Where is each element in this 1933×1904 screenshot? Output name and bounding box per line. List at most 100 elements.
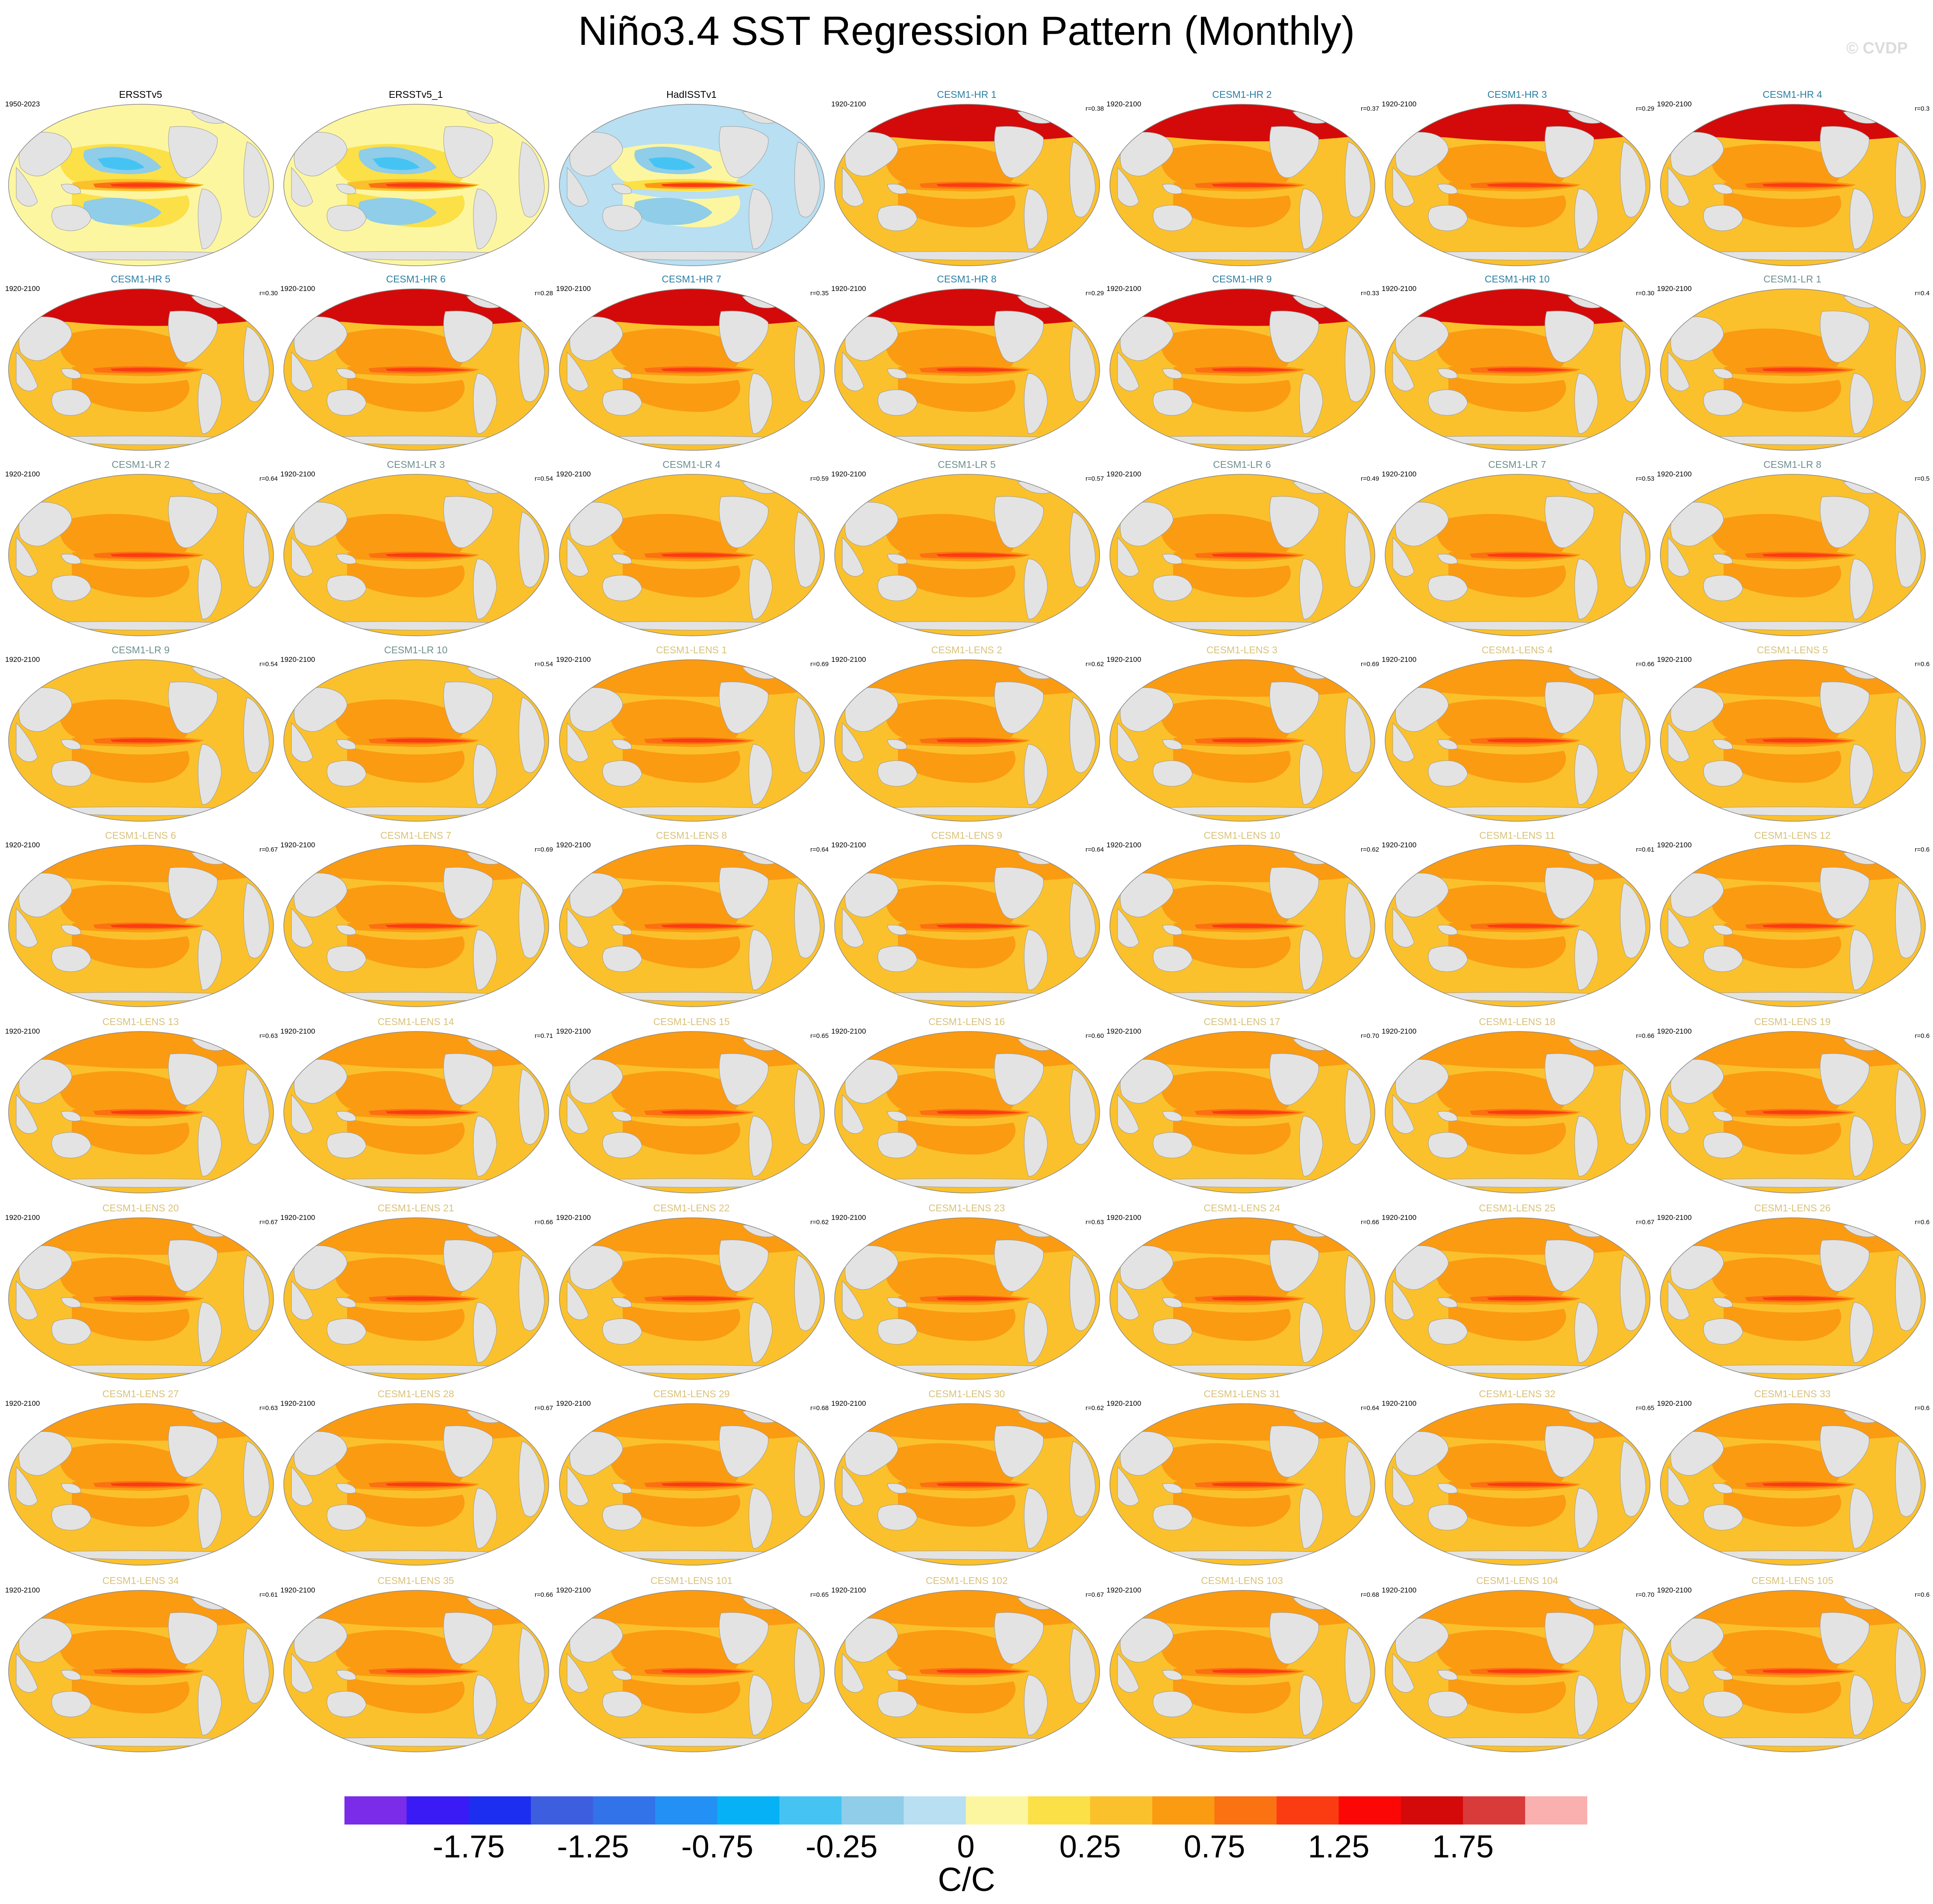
- panel-pattern-correlation: r=0.66: [1361, 1219, 1379, 1226]
- map-panel: CESM1-LENS 24 1920-2100 r=0.66: [1105, 1202, 1379, 1382]
- colorbar-swatch: [1152, 1796, 1215, 1825]
- nino34-core: [110, 924, 196, 928]
- land-mass: [308, 1737, 527, 1747]
- nino34-core: [110, 553, 196, 557]
- map-outline: [1109, 1031, 1375, 1193]
- land-mass: [336, 1297, 356, 1308]
- map-outline: [559, 1217, 825, 1380]
- panel-title: CESM1-HR 9: [1212, 273, 1272, 285]
- map-outline: [1109, 845, 1375, 1007]
- map-panel: CESM1-HR 9 1920-2100 r=0.33: [1105, 273, 1379, 453]
- panel-period: 1920-2100: [1382, 1586, 1417, 1594]
- panel-pattern-correlation: r=0.70: [1636, 1591, 1654, 1598]
- land-mass: [308, 1178, 527, 1188]
- north-pacific-field: [1711, 144, 1842, 192]
- regression-map: [8, 1403, 274, 1566]
- nino34-core: [385, 367, 471, 372]
- land-mass: [308, 251, 527, 261]
- map-outline: [283, 845, 549, 1007]
- map-outline: [8, 1217, 274, 1380]
- north-pacific-field: [59, 1443, 191, 1491]
- map-panel: CESM1-LR 3 1920-2100 r=0.54: [279, 459, 553, 638]
- nino34-core: [661, 553, 747, 557]
- land-mass: [243, 141, 270, 217]
- north-pacific-field: [886, 328, 1017, 376]
- land-mass: [602, 1504, 642, 1531]
- panel-period: 1920-2100: [1657, 470, 1692, 478]
- land-mass: [1670, 316, 1724, 361]
- map-panel: CESM1-LR 5 1920-2100 r=0.57: [830, 459, 1104, 638]
- south-pacific-field: [1724, 1118, 1842, 1155]
- land-mass: [859, 251, 1078, 261]
- map-outline: [1660, 1590, 1926, 1752]
- north-pacific-field: [1436, 328, 1567, 376]
- north-pacific-field: [59, 699, 191, 747]
- land-mass: [612, 925, 632, 935]
- land-mass: [336, 1483, 356, 1494]
- land-mass: [33, 1737, 252, 1747]
- land-mass: [1574, 373, 1598, 434]
- land-mass: [567, 722, 589, 762]
- land-mass: [1620, 141, 1646, 217]
- nino34-core: [1212, 924, 1297, 928]
- land-mass: [584, 806, 803, 816]
- land-mass: [877, 760, 918, 787]
- regression-map: [834, 1217, 1100, 1380]
- land-mass: [308, 1364, 527, 1374]
- land-mass: [1345, 511, 1371, 588]
- nino34-core: [385, 1669, 471, 1673]
- map-outline: [559, 104, 825, 266]
- panel-title: CESM1-LENS 102: [926, 1575, 1008, 1586]
- land-mass: [198, 929, 222, 990]
- land-mass: [1409, 1364, 1628, 1374]
- land-mass: [18, 1431, 72, 1476]
- north-pacific-field: [886, 1630, 1017, 1678]
- land-mass: [33, 1364, 252, 1374]
- land-mass: [1345, 1628, 1371, 1704]
- land-mass: [1850, 558, 1874, 620]
- map-panel: CESM1-LENS 12 1920-2100 r=0.6: [1655, 830, 1930, 1009]
- map-outline: [559, 288, 825, 451]
- land-mass: [602, 760, 642, 787]
- land-mass: [1153, 1691, 1193, 1717]
- land-mass: [1685, 992, 1904, 1002]
- south-pacific-field: [72, 1490, 190, 1527]
- colorbar-swatch: [1028, 1796, 1091, 1825]
- land-mass: [1670, 132, 1724, 176]
- land-mass: [1620, 1069, 1646, 1145]
- regression-map: [1385, 1403, 1651, 1566]
- panel-title: CESM1-LENS 23: [928, 1202, 1005, 1214]
- map-outline: [1660, 1403, 1926, 1566]
- panel-pattern-correlation: r=0.63: [259, 1404, 278, 1412]
- regression-map: [8, 104, 274, 266]
- colorbar-swatch: [1214, 1796, 1277, 1825]
- regression-map: [559, 288, 825, 451]
- land-mass: [612, 554, 632, 564]
- regression-map: [1660, 474, 1926, 636]
- regression-map: [1109, 1031, 1375, 1193]
- panel-pattern-correlation: r=0.69: [535, 846, 553, 853]
- land-mass: [1409, 1550, 1628, 1560]
- nino34-core: [1212, 738, 1297, 743]
- land-mass: [51, 575, 91, 601]
- land-mass: [18, 873, 72, 917]
- land-mass: [1345, 326, 1371, 402]
- colorbar-swatch: [966, 1796, 1028, 1825]
- nino34-core: [385, 1482, 471, 1487]
- panel-title: CESM1-LENS 2: [931, 644, 1003, 655]
- panel-title: CESM1-LR 1: [1763, 273, 1821, 285]
- colorbar-swatch: [717, 1796, 780, 1825]
- land-mass: [1269, 1612, 1319, 1664]
- land-mass: [1820, 682, 1870, 734]
- land-mass: [612, 739, 632, 750]
- land-mass: [1545, 1053, 1595, 1105]
- land-mass: [327, 1504, 367, 1531]
- map-outline: [1660, 288, 1926, 451]
- map-panel: CESM1-LENS 2 1920-2100 r=0.62: [830, 644, 1104, 824]
- map-outline: [283, 1031, 549, 1193]
- land-mass: [584, 435, 803, 445]
- panel-title: CESM1-LENS 29: [653, 1388, 730, 1399]
- land-mass: [518, 511, 545, 588]
- land-mass: [602, 1132, 642, 1158]
- panel-title: CESM1-LR 2: [112, 459, 170, 470]
